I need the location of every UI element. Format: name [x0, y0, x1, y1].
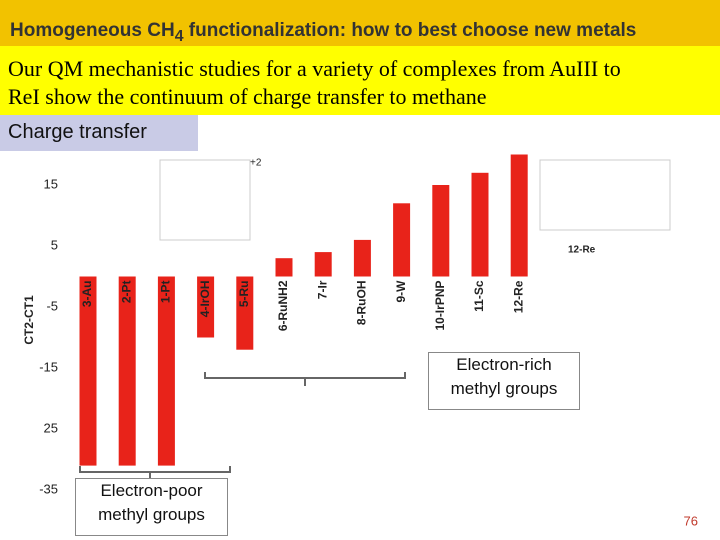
- subtitle-line: Our QM mechanistic studies for a variety…: [8, 56, 621, 81]
- annotation: methyl groups: [98, 505, 205, 524]
- category-label: 2-Pt: [119, 280, 133, 303]
- annotation: Electron-rich: [456, 355, 552, 374]
- y-tick-label: -15: [39, 359, 58, 374]
- section-text: Charge transfer: [8, 121, 147, 143]
- y-tick-label: 25: [44, 420, 58, 435]
- page-number: 76: [684, 513, 698, 528]
- molecule-placeholder: [159, 159, 251, 241]
- y-tick-label: 5: [51, 237, 58, 252]
- bar: [79, 276, 97, 466]
- bar: [471, 172, 489, 277]
- annotation: 12-Re: [568, 245, 596, 256]
- bar: [157, 276, 175, 466]
- bracket: [79, 466, 231, 478]
- category-label: 1-Pt: [159, 280, 173, 303]
- category-label: 12-Re: [511, 280, 525, 313]
- title-bar: Homogeneous CH4 functionalization: how t…: [0, 0, 720, 46]
- annotation: +2: [250, 158, 262, 169]
- y-tick-label: -5: [46, 298, 58, 313]
- category-label: 6-RuNH2: [276, 280, 290, 331]
- title-text: functionalization: how to best choose ne…: [183, 20, 637, 41]
- bar: [275, 258, 293, 277]
- molecule-placeholder: [539, 159, 671, 231]
- annotation: methyl groups: [450, 379, 558, 398]
- category-label: 9-W: [394, 280, 408, 303]
- bar: [353, 239, 371, 277]
- category-label: 3-Au: [80, 281, 94, 308]
- bar: [393, 203, 411, 277]
- bar: [432, 185, 450, 277]
- title-text: Homogeneous CH: [10, 20, 175, 41]
- bar: [314, 252, 332, 277]
- category-label: 8-RuOH: [355, 281, 369, 326]
- y-axis-label: CT2-CT1: [22, 295, 36, 345]
- subtitle-bar: Our QM mechanistic studies for a variety…: [0, 46, 720, 115]
- annotation: Electron-poor: [100, 481, 203, 500]
- section-label: Charge transfer: [0, 115, 198, 151]
- y-tick-label: 15: [44, 176, 58, 191]
- subtitle-line: ReI show the continuum of charge transfe…: [8, 84, 487, 109]
- bracket: [204, 372, 406, 386]
- y-tick-label: -35: [39, 481, 58, 496]
- bar: [510, 154, 528, 277]
- bar: [118, 276, 136, 466]
- title-subscript: 4: [174, 27, 184, 45]
- category-label: 5-Ru: [237, 281, 251, 308]
- category-label: 7-Ir: [315, 280, 329, 299]
- title: Homogeneous CH4 functionalization: how t…: [10, 20, 636, 46]
- category-label: 4-IrOH: [198, 281, 212, 318]
- bar: [236, 276, 254, 350]
- category-label: 11-Sc: [472, 280, 486, 312]
- bar: [197, 276, 215, 338]
- annotation-box: Electron-rich methyl groups: [428, 352, 580, 410]
- annotation-box: Electron-poor methyl groups: [75, 478, 228, 536]
- category-label: 10-IrPNP: [433, 281, 447, 331]
